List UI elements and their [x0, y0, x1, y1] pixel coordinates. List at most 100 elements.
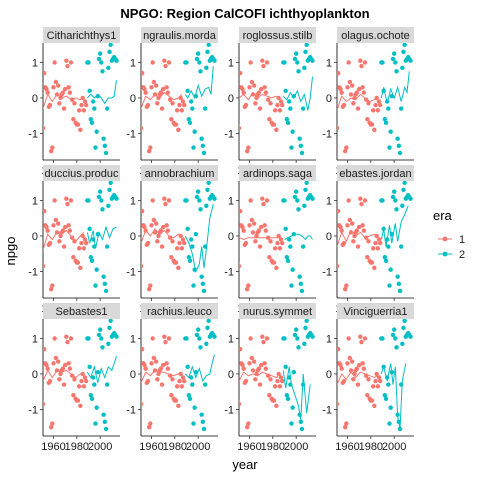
point-era-1	[179, 246, 185, 251]
point-era-1	[173, 260, 179, 265]
point-era-2	[103, 426, 109, 432]
point-era-1	[48, 424, 54, 430]
point-era-1	[173, 122, 179, 127]
point-era-1	[347, 355, 353, 361]
point-era-2	[206, 319, 211, 323]
point-era-1	[45, 366, 50, 371]
point-era-2	[106, 341, 111, 347]
fit-line-era-1	[43, 369, 85, 382]
point-era-1	[354, 90, 360, 95]
point-era-1	[153, 221, 159, 226]
point-era-1	[239, 125, 242, 131]
point-era-2	[283, 364, 288, 370]
x-axis-title: year	[232, 457, 258, 472]
strip-background	[141, 27, 218, 43]
point-era-1	[279, 102, 285, 108]
y-tick-label: -1	[126, 404, 136, 416]
point-era-1	[261, 201, 266, 207]
data-layer	[337, 43, 413, 156]
point-era-1	[248, 60, 253, 65]
point-era-1	[81, 384, 87, 389]
point-era-1	[145, 102, 151, 108]
point-era-2	[288, 106, 293, 111]
point-era-2	[206, 181, 211, 185]
point-era-2	[290, 129, 295, 134]
point-era-1	[254, 95, 259, 101]
point-era-1	[167, 97, 173, 102]
point-era-1	[83, 240, 89, 246]
point-era-2	[201, 150, 207, 156]
point-era-1	[66, 85, 71, 90]
point-era-2	[388, 267, 393, 272]
point-era-2	[386, 244, 391, 249]
point-era-2	[194, 56, 200, 62]
point-era-2	[300, 244, 306, 249]
point-era-1	[358, 58, 363, 63]
point-era-1	[251, 221, 257, 226]
point-era-1	[169, 255, 174, 260]
y-tick-label: 0	[228, 369, 234, 381]
point-era-1	[345, 85, 350, 90]
point-era-1	[254, 233, 259, 239]
point-era-2	[282, 336, 287, 341]
point-era-2	[382, 255, 388, 260]
point-era-2	[394, 345, 399, 350]
point-era-1	[346, 336, 351, 341]
point-era-1	[345, 223, 350, 228]
point-era-2	[114, 196, 119, 201]
y-tick-label: 1	[130, 334, 136, 346]
point-era-1	[264, 198, 270, 203]
point-era-1	[366, 101, 371, 106]
point-era-2	[198, 69, 203, 74]
data-layer	[337, 181, 413, 294]
point-era-2	[383, 396, 389, 401]
point-era-1	[146, 424, 152, 430]
point-era-2	[212, 58, 217, 63]
point-era-1	[274, 403, 279, 409]
y-tick-label: -1	[224, 404, 234, 416]
y-tick-label: 1	[326, 334, 332, 346]
point-era-1	[339, 90, 344, 95]
point-era-2	[387, 283, 392, 288]
fit-line-era-1	[43, 229, 85, 251]
point-era-2	[310, 334, 315, 339]
point-era-1	[337, 346, 341, 352]
point-era-1	[78, 265, 83, 271]
point-era-1	[163, 201, 168, 207]
point-era-2	[391, 327, 397, 332]
point-era-1	[355, 244, 361, 249]
point-era-2	[96, 194, 102, 200]
point-era-2	[391, 51, 397, 56]
point-era-1	[62, 86, 68, 92]
point-era-2	[284, 393, 290, 398]
point-era-2	[400, 341, 405, 347]
point-era-2	[104, 382, 110, 387]
point-era-1	[43, 208, 47, 214]
point-era-1	[43, 346, 47, 352]
point-era-1	[376, 375, 382, 380]
y-tick-label: 1	[228, 334, 234, 346]
point-era-2	[188, 375, 194, 380]
point-era-1	[174, 246, 180, 251]
point-era-1	[50, 283, 55, 288]
point-era-1	[51, 85, 56, 90]
point-era-1	[278, 99, 284, 104]
point-era-1	[179, 384, 185, 389]
point-era-1	[248, 336, 253, 341]
point-era-1	[78, 127, 83, 133]
point-era-1	[176, 127, 181, 133]
point-era-2	[94, 267, 99, 272]
point-era-1	[341, 240, 347, 246]
point-era-2	[88, 255, 94, 260]
point-era-1	[83, 378, 89, 384]
point-era-2	[191, 421, 196, 426]
point-era-2	[185, 226, 190, 232]
point-era-2	[402, 319, 407, 323]
point-era-1	[361, 228, 367, 233]
point-era-1	[360, 85, 365, 90]
point-era-1	[151, 217, 157, 223]
point-era-1	[160, 362, 166, 368]
point-era-1	[155, 101, 160, 106]
legend-label: 2	[459, 249, 465, 261]
